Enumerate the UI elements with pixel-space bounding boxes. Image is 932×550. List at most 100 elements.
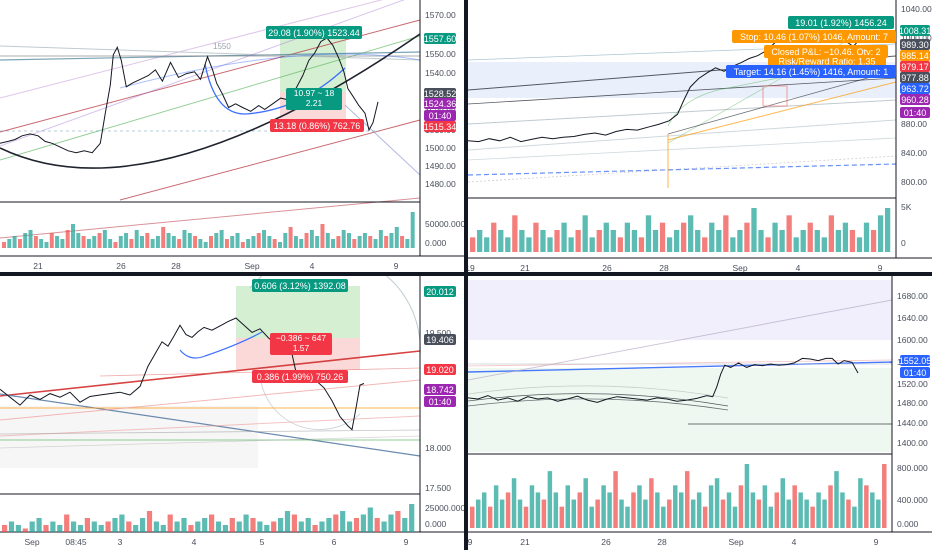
price-label-a: 19.406 [426,335,454,345]
chart-top-left-svg[interactable]: 1570.001550.001540.001520.001510.001500.… [0,0,464,272]
price-label-c-bg [900,61,930,72]
volume-bar [7,239,12,248]
zone-box-0 [236,286,360,338]
volume-bar [250,518,256,532]
target-label-bg [726,65,896,78]
volume-axis-tick: 25000.000 [425,503,464,513]
time-axis-tick: 9 [878,263,883,272]
price-label-e: 963.72 [901,84,929,94]
trend-line-7 [667,81,897,141]
price-label-now: 1552.05 [899,356,932,366]
price-label-b: 19.020 [426,365,454,375]
volume-bar [756,499,762,528]
volume-bar [171,236,176,248]
rr-label-line1: 10.97 ~ 18 [294,88,335,98]
volume-bar [264,525,270,532]
volume-bar [505,237,511,252]
volume-bar [33,236,38,248]
volume-bar [215,521,222,532]
volume-bar [720,499,726,528]
volume-bar [571,499,577,528]
volume-bar [288,227,293,248]
chart-pane-bottom-left[interactable]: 20.012 19.50019.406 19.020 18.742 18.000 17.5… [0,276,464,550]
volume-axis-tick: 0.000 [425,238,447,248]
time-axis-tick: 9 [468,537,473,547]
volume-bar [341,230,346,248]
volume-bar [540,230,546,252]
volume-bar [257,521,263,532]
price-axis-tick: 880.00 [901,119,927,129]
volume-bar [357,236,362,248]
volume-bar [800,230,806,252]
time-axis-tick: 9 [404,537,409,547]
time-axis-tick: 3 [118,537,123,547]
time-axis-tick: 6 [332,537,337,547]
closed-pnl-label-bg [764,45,888,58]
chart-pane-bottom-right[interactable]: 1680.001640.001600.001560.001520.001480.… [468,276,932,550]
volume-bar [309,230,314,248]
chart-pane-top-right[interactable]: 1040.001000.00960.00920.00880.00840.0080… [468,0,932,272]
volume-bar [870,492,875,528]
closed-pnl-label: Closed P&L: −10.46, Qty: 2 [771,47,880,57]
price-axis-tick: 1490.00 [425,161,456,171]
volume-bar [876,499,881,528]
price-axis-tick: 1000.00 [901,33,932,43]
price-label-c-bg [424,384,456,395]
volume-bar [631,230,638,252]
volume-bar [702,237,708,252]
volume-bar [65,230,70,248]
volume-bar [23,233,28,248]
volume-bar [498,230,504,252]
volume-bar [786,215,792,252]
volume-bar [347,521,353,532]
volume-bar [368,236,373,248]
volume-bar [723,215,729,252]
rr-label-bg [286,88,342,110]
price-axis-tick: 1040.00 [901,4,932,14]
volume-bar [405,239,410,248]
horizontal-divider[interactable] [0,272,932,276]
curve-2 [259,375,361,431]
price-series-line [468,357,859,403]
volume-bar [613,471,618,528]
chart-bottom-left-svg[interactable]: 20.012 19.50019.406 19.020 18.742 18.000 17.5… [0,276,464,550]
volume-bar [708,485,714,528]
volume-bar [235,233,240,248]
time-axis-tick: 19 [468,263,475,272]
volume-bar [118,236,123,248]
volume-bar [39,239,44,248]
price-axis-tick: 1480.00 [897,398,928,408]
volume-bar [315,236,320,248]
volume-bar [119,514,125,532]
time-axis-tick: 9 [394,261,399,271]
volume-bar [389,233,394,248]
volume-bar [617,237,623,252]
volume-bar [681,222,687,252]
zone-box-2 [0,406,258,468]
volume-bar [105,521,111,532]
price-label-c: 979.17 [901,62,929,72]
price-axis-tick: 1520.00 [897,379,928,389]
volume-bar [84,518,90,532]
volume-bar [846,499,851,528]
time-axis-tick: 21 [33,261,43,271]
volume-bar [367,507,373,532]
volume-bar [610,230,616,252]
volume-bar [161,227,166,248]
volume-axis-tick: 0.000 [425,519,447,529]
volume-bar [533,222,539,252]
volume-bar [744,464,750,528]
rr-label-bg [768,55,886,67]
volume-bar [667,499,672,528]
chart-bottom-right-svg[interactable]: 1680.001640.001600.001560.001520.001480.… [468,276,932,550]
volume-bar [737,230,743,252]
rr-label-line1: −0.386 ~ 647 [276,333,326,343]
countdown-label: 01:40 [429,397,452,407]
price-label-d-bg [900,72,930,83]
chart-top-right-svg[interactable]: 1040.001000.00960.00920.00880.00840.0080… [468,0,932,272]
price-axis-tick: 17.500 [425,483,451,493]
volume-bar [134,230,139,248]
volume-bar [780,478,786,528]
chart-pane-top-left[interactable]: 1570.001550.001540.001520.001510.001500.… [0,0,464,272]
target-label-bg [266,26,362,39]
